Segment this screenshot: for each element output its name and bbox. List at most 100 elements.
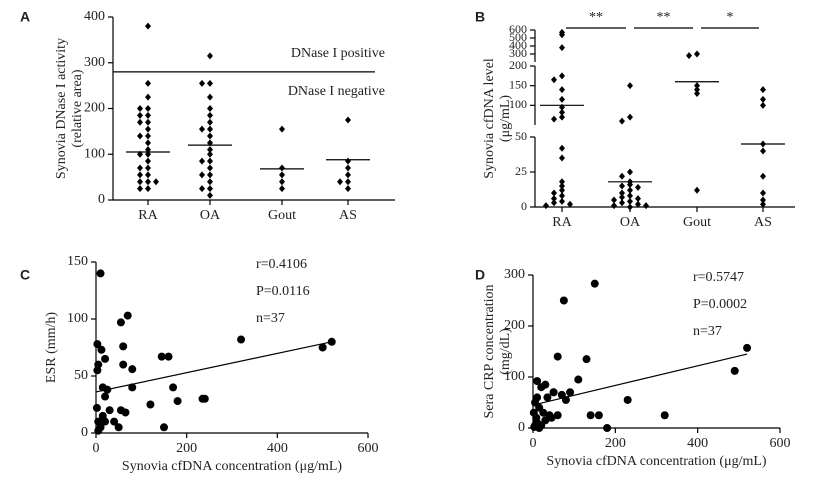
- data-point: [559, 182, 565, 190]
- data-point: [198, 394, 207, 403]
- data-point: [627, 192, 633, 200]
- data-point: [559, 44, 565, 52]
- data-point: [207, 111, 213, 119]
- y-tick-label: 200: [84, 101, 105, 116]
- data-point: [635, 195, 641, 203]
- x-tick-label: Gout: [683, 215, 711, 230]
- data-point: [619, 189, 625, 197]
- data-point: [114, 423, 123, 432]
- data-point: [627, 113, 633, 121]
- data-point: [635, 200, 641, 208]
- data-point: [337, 178, 343, 186]
- data-point: [553, 411, 562, 420]
- data-point: [137, 164, 143, 172]
- data-point: [547, 413, 556, 422]
- data-point: [660, 411, 669, 420]
- y-tick-label: 400: [509, 38, 527, 52]
- data-point: [551, 115, 557, 123]
- data-point: [619, 117, 625, 125]
- y-tick-label: 0: [81, 425, 88, 440]
- panel-label: D: [475, 267, 485, 283]
- data-point: [543, 393, 552, 402]
- data-point: [145, 132, 151, 140]
- data-point: [686, 52, 692, 60]
- data-point: [116, 318, 125, 327]
- y-tick-label: 600: [509, 22, 527, 36]
- data-point: [635, 183, 641, 191]
- data-point: [97, 345, 106, 354]
- data-point: [345, 157, 351, 165]
- x-tick-label: 400: [687, 436, 708, 451]
- panel-label: C: [20, 267, 30, 283]
- data-point: [627, 203, 633, 211]
- data-point: [207, 164, 213, 172]
- data-point: [559, 186, 565, 194]
- x-tick-label: OA: [620, 215, 641, 230]
- data-point: [279, 185, 285, 193]
- data-point: [760, 86, 766, 94]
- data-point: [207, 178, 213, 186]
- significance-label: *: [727, 10, 734, 25]
- x-tick-label: RA: [138, 208, 158, 223]
- data-point: [145, 22, 151, 30]
- data-point: [105, 406, 114, 415]
- stat-annotation: n=37: [256, 311, 285, 326]
- data-point: [627, 82, 633, 90]
- data-point: [145, 111, 151, 119]
- data-point: [582, 355, 591, 364]
- data-point: [146, 400, 155, 409]
- data-point: [137, 171, 143, 179]
- data-point: [121, 408, 130, 417]
- data-point: [551, 195, 557, 203]
- data-point: [119, 360, 128, 369]
- x-tick-label: 200: [605, 436, 626, 451]
- data-point: [123, 311, 132, 320]
- data-point: [279, 171, 285, 179]
- data-point: [145, 79, 151, 87]
- data-point: [643, 202, 649, 210]
- x-tick-label: 0: [530, 436, 537, 451]
- x-tick-label: OA: [200, 208, 221, 223]
- data-point: [137, 111, 143, 119]
- data-point: [207, 150, 213, 158]
- data-point: [145, 178, 151, 186]
- y-tick-label: 50: [74, 368, 88, 383]
- data-point: [590, 279, 599, 288]
- x-tick-label: 600: [770, 436, 791, 451]
- data-point: [559, 178, 565, 186]
- x-tick-label: AS: [754, 215, 772, 230]
- trend-line: [95, 341, 332, 393]
- y-tick-label: 0: [98, 192, 105, 207]
- data-point: [145, 164, 151, 172]
- data-point: [559, 154, 565, 162]
- data-point: [627, 168, 633, 176]
- data-point: [137, 105, 143, 112]
- data-point: [533, 419, 542, 428]
- stat-annotation: r=0.4106: [256, 257, 307, 272]
- data-point: [694, 86, 700, 94]
- data-point: [760, 172, 766, 180]
- data-point: [559, 95, 565, 103]
- data-point: [603, 424, 612, 432]
- data-point: [101, 392, 110, 401]
- data-point: [145, 171, 151, 179]
- data-point: [137, 118, 143, 126]
- data-point: [207, 171, 213, 179]
- data-point: [559, 108, 565, 116]
- data-point: [611, 196, 617, 204]
- data-point: [199, 171, 205, 179]
- x-axis-label: Synovia cfDNA concentration (μg/mL): [546, 454, 767, 469]
- data-point: [207, 93, 213, 101]
- data-point: [345, 185, 351, 193]
- data-point: [694, 50, 700, 58]
- data-point: [137, 185, 143, 193]
- data-point: [199, 125, 205, 133]
- x-tick-label: 200: [176, 441, 197, 456]
- data-point: [619, 193, 625, 201]
- data-point: [627, 197, 633, 205]
- data-point: [760, 189, 766, 197]
- data-point: [153, 178, 159, 186]
- y-axis-label: Sera CRP concentration: [482, 284, 497, 418]
- data-point: [559, 72, 565, 80]
